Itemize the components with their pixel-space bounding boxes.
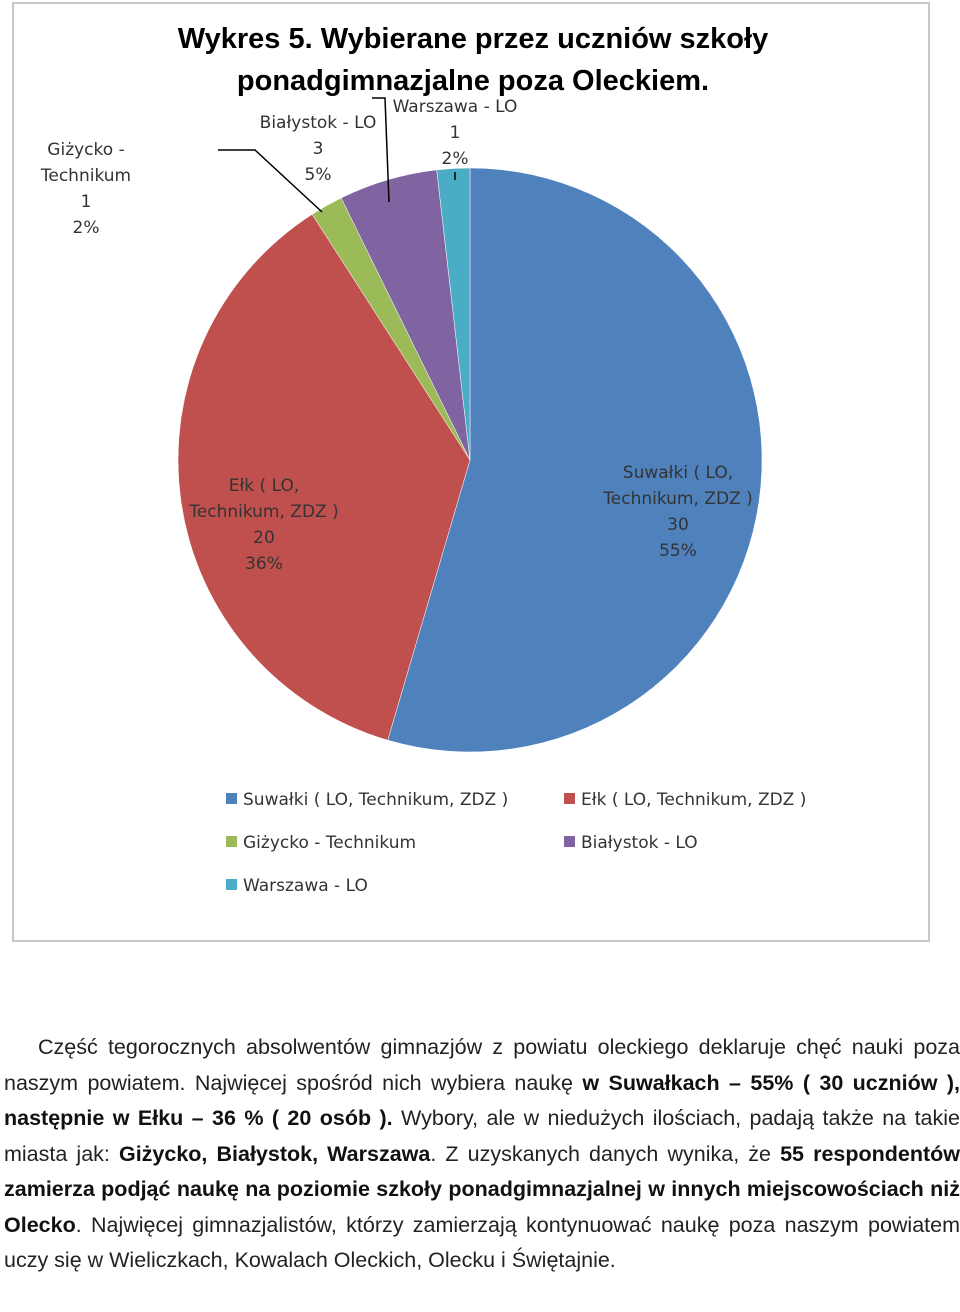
data-label-3: Białystok - LO 3 5%: [260, 113, 377, 185]
paragraph-segment-3: Giżycko, Białystok, Warszawa: [118, 1141, 431, 1166]
pie-slices: [177, 167, 763, 753]
chart-frame: [12, 2, 930, 942]
legend: Suwałki ( LO, Technikum, ZDZ ) Ełk ( LO, …: [226, 790, 806, 896]
paragraph-segment-6: . Najwięcej gimnazjalistów, którzy zamie…: [4, 1212, 960, 1273]
data-labels: Suwałki ( LO, Technikum, ZDZ ) 30 55% Ełk ( …: [40, 97, 753, 574]
legend-label-3: Białystok - LO: [581, 833, 698, 853]
legend-label-2: Giżycko - Technikum: [243, 833, 416, 853]
paragraph-segment-4: . Z uzyskanych danych wynika, że: [430, 1141, 781, 1166]
data-label-0: Suwałki ( LO, Technikum, ZDZ ) 30 55%: [602, 463, 752, 561]
data-label-4: Warszawa - LO 1 2%: [393, 97, 518, 169]
legend-swatch-2: [226, 836, 237, 847]
pie-chart: Wykres 5. Wybierane przez uczniów szkoły…: [40, 23, 806, 896]
leader-line-bialystok: [218, 149, 323, 213]
chart-title-line-1: Wykres 5. Wybierane przez uczniów szkoły: [178, 23, 768, 55]
chart-title: Wykres 5. Wybierane przez uczniów szkoły…: [178, 23, 768, 97]
legend-label-4: Warszawa - LO: [243, 876, 368, 896]
data-label-1: Ełk ( LO, Technikum, ZDZ ) 20 36%: [188, 476, 338, 574]
legend-swatch-4: [226, 879, 237, 890]
paragraph-segment-0: Część tegorocznych absolwentów gimnazjów…: [4, 1035, 960, 1095]
legend-swatch-0: [226, 793, 237, 804]
pie-slice-0: [387, 167, 763, 753]
pie-slice-4: [436, 167, 471, 461]
legend-label-0: Suwałki ( LO, Technikum, ZDZ ): [243, 790, 508, 810]
chart-title-line-2: ponadgimnazjalne poza Oleckiem.: [237, 65, 709, 97]
pie-slice-1: [177, 214, 471, 741]
paragraph-segment-2: Wybory, ale w niedużych ilościach, padaj…: [4, 1106, 960, 1166]
leader-lines: [218, 97, 456, 213]
data-label-2: Giżycko -Technikum 1 2%: [40, 140, 131, 238]
legend-label-1: Ełk ( LO, Technikum, ZDZ ): [581, 790, 806, 810]
leader-line-bialystok-upper: [372, 97, 390, 203]
body-paragraph: Część tegorocznych absolwentów gimnazjów…: [4, 1030, 960, 1279]
legend-swatch-1: [564, 793, 575, 804]
legend-swatch-3: [564, 836, 575, 847]
paragraph-segment-1: w Suwałkach – 55% ( 30 uczniów ), następ…: [4, 1070, 960, 1131]
paragraph-segment-5: 55 respondentów zamierza podjąć naukę na…: [4, 1141, 960, 1237]
